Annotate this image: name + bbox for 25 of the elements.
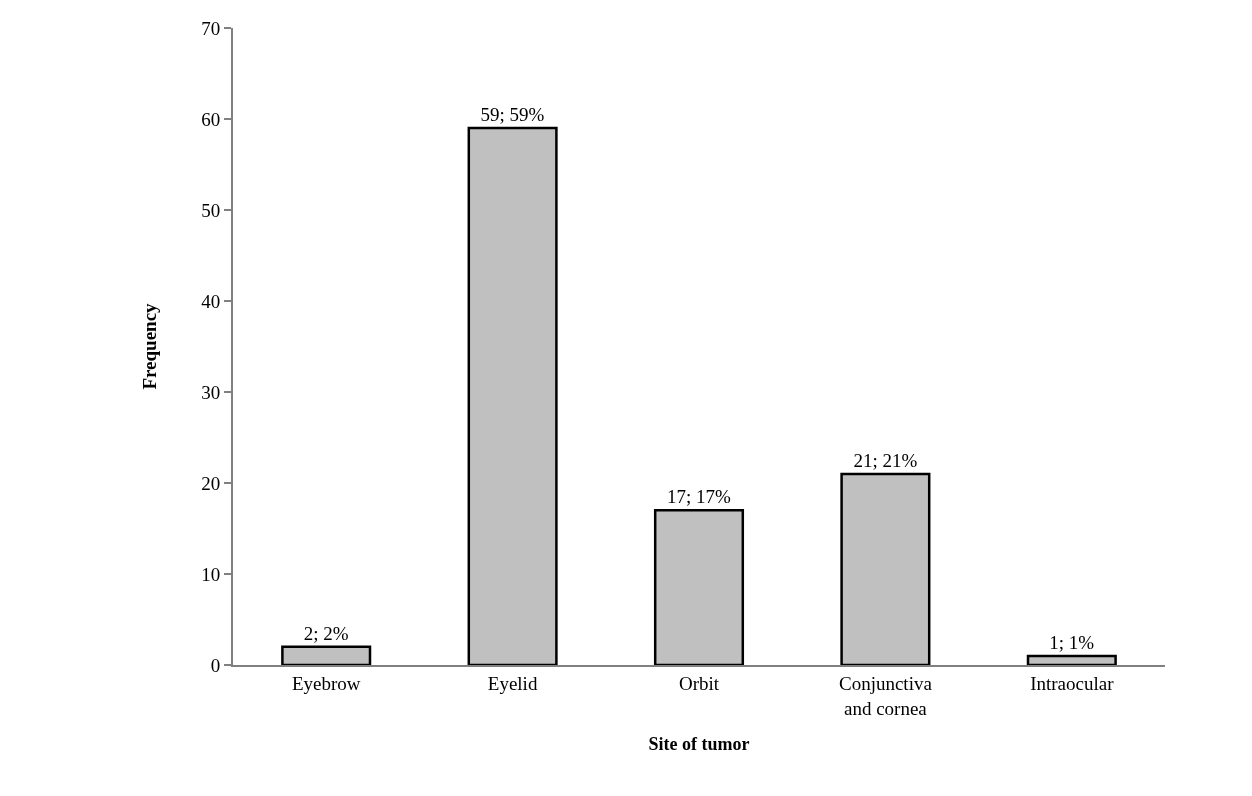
y-tick-label: 70 [201, 17, 221, 39]
y-tick-label: 0 [210, 654, 221, 676]
data-label: 1; 1% [1049, 631, 1095, 653]
data-label: 21; 21% [853, 449, 918, 471]
x-tick-label: Eyelid [487, 672, 538, 694]
y-tick-label: 20 [201, 472, 221, 494]
y-tick-label: 60 [201, 108, 221, 130]
x-axis-title: Site of tumor [648, 734, 750, 755]
bar [281, 645, 372, 665]
x-tick-label: Intraocular [1030, 672, 1115, 694]
y-axis-title: Frequency [138, 302, 160, 390]
bar [1026, 654, 1117, 665]
x-tick-label: Orbit [678, 672, 720, 694]
bar [840, 472, 931, 665]
bar [653, 509, 745, 665]
x-tick-label: Eyebrow [291, 672, 361, 694]
y-tick-label: 40 [201, 290, 221, 312]
y-tick-label: 30 [201, 381, 221, 403]
bar [467, 126, 558, 665]
y-tick-label: 10 [201, 563, 221, 585]
y-tick-label: 50 [201, 199, 221, 221]
data-label: 17; 17% [666, 486, 732, 508]
data-label: 2; 2% [303, 622, 349, 644]
x-tick-label: Conjunctiva and cornea [838, 672, 933, 719]
data-label: 59; 59% [480, 104, 545, 126]
